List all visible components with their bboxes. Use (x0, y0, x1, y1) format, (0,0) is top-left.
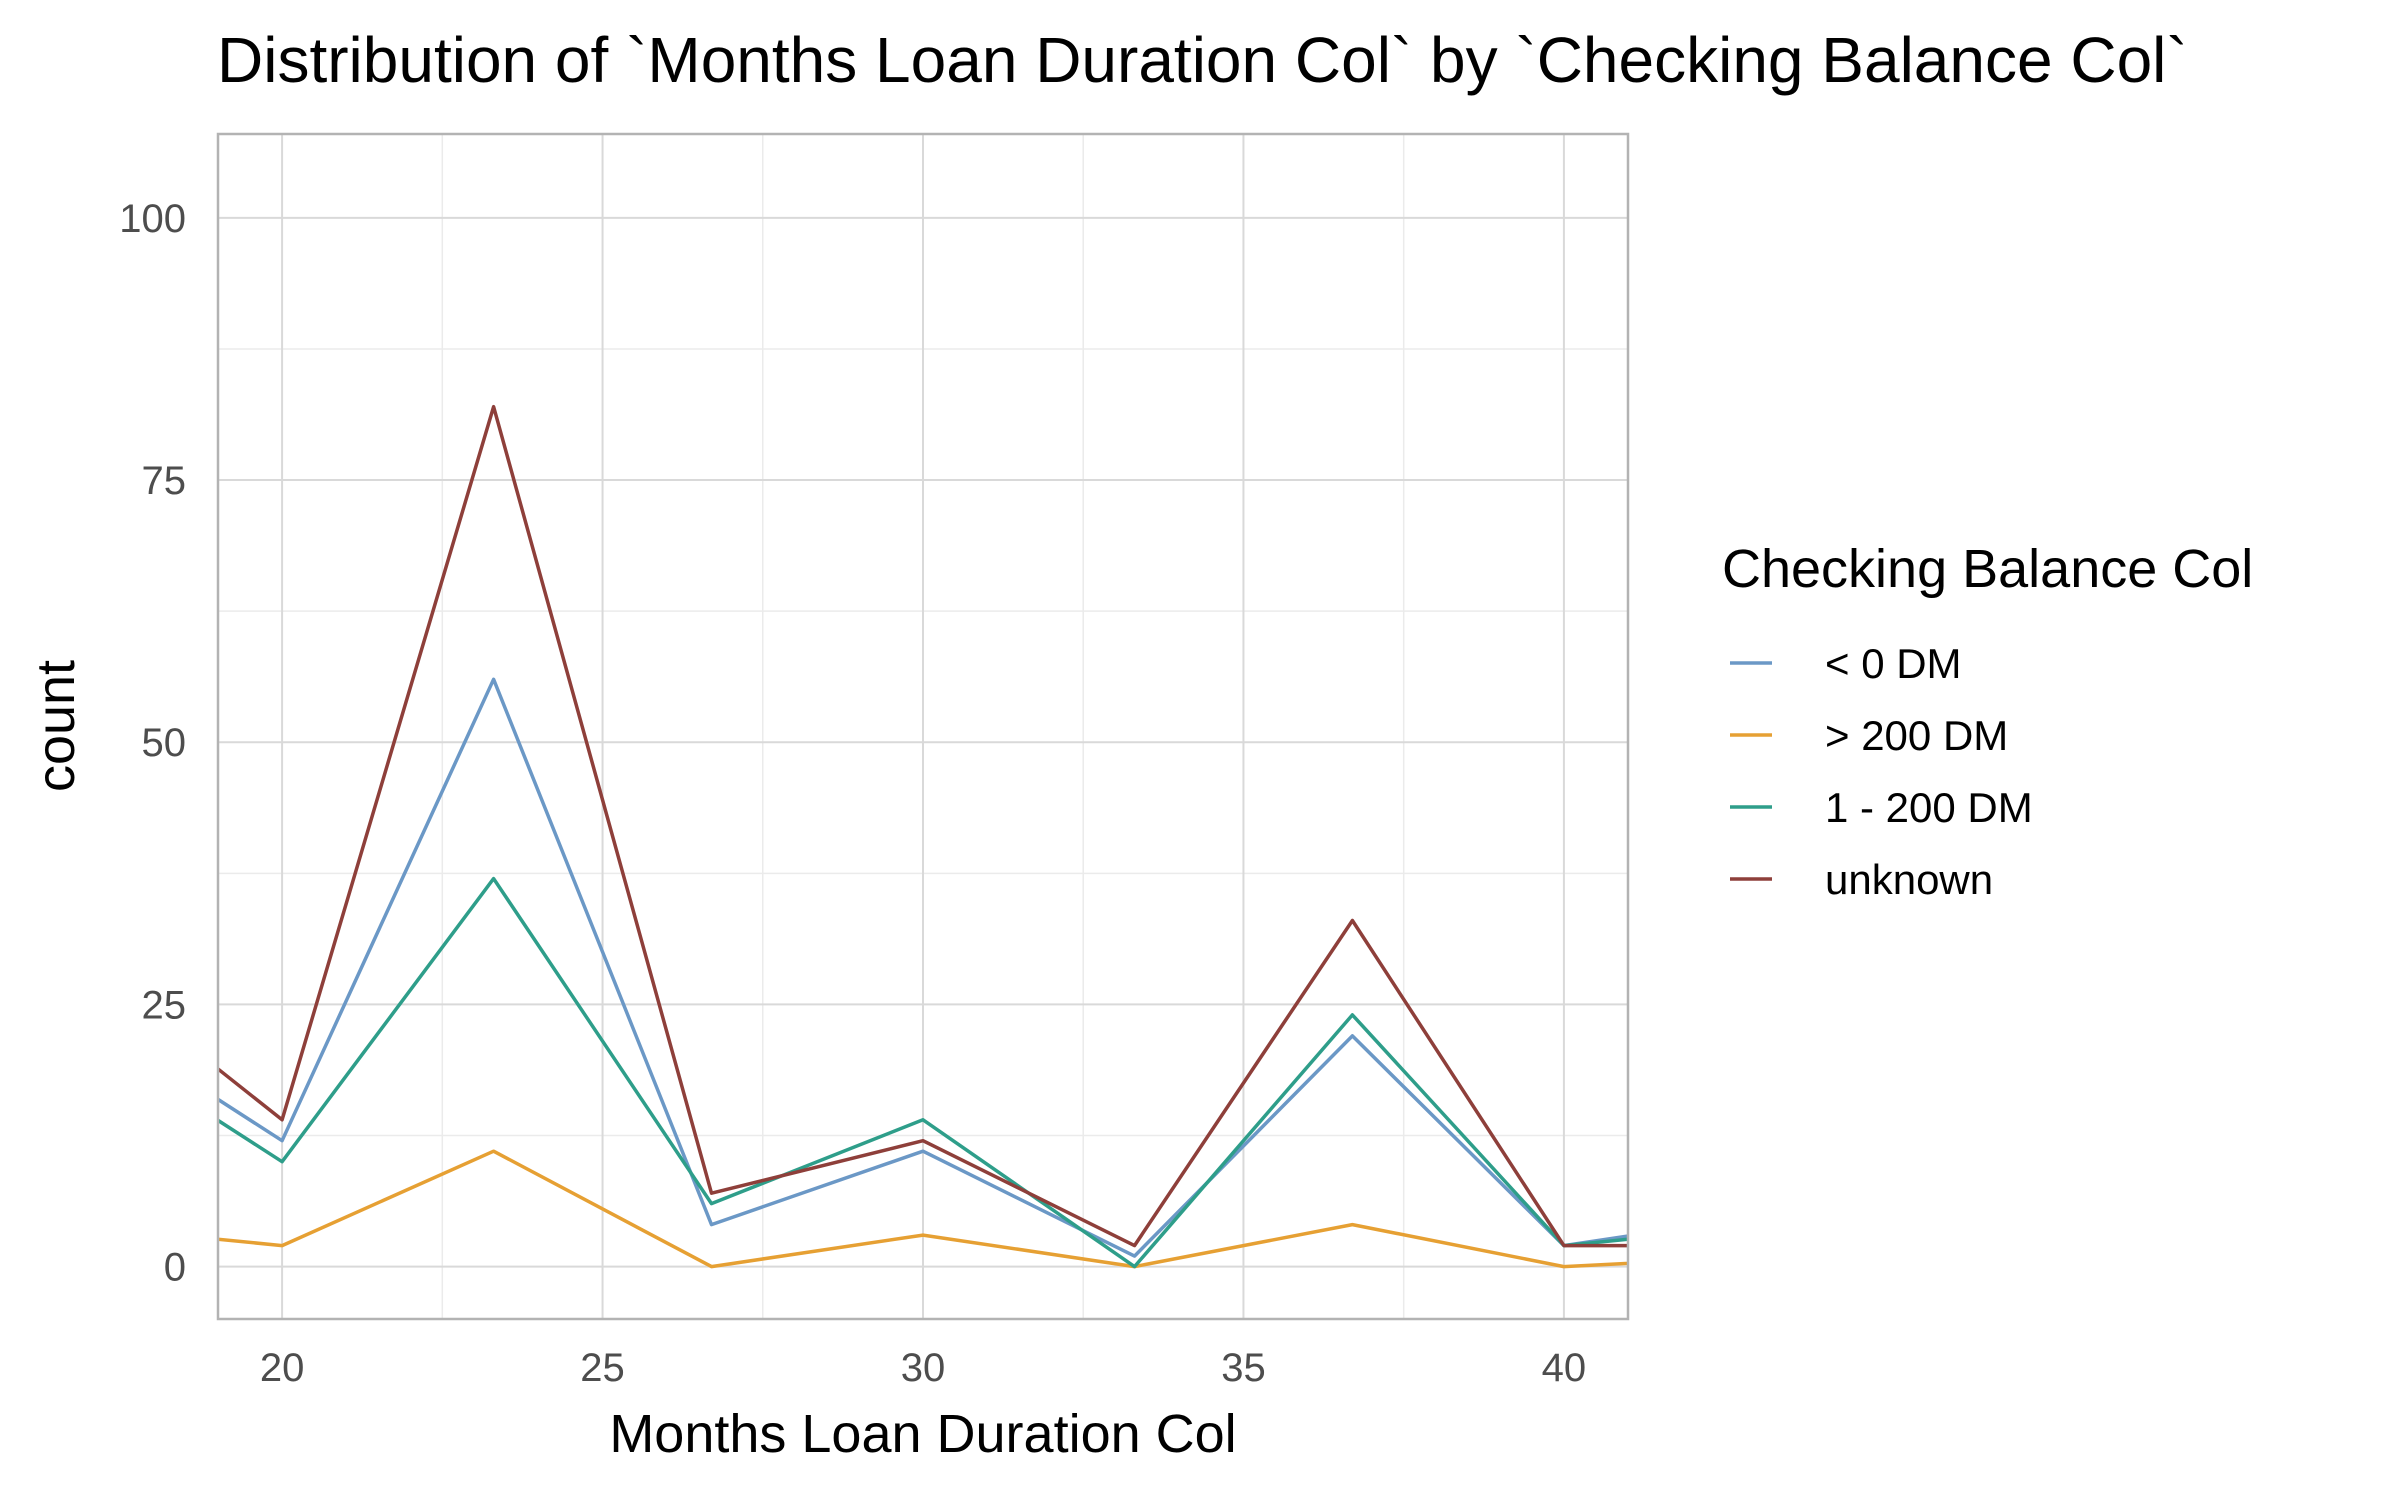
plot-panel (216, 132, 1630, 1321)
x-tick-label: 40 (1542, 1346, 1587, 1390)
panel-border (216, 132, 1630, 1321)
y-tick-label: 100 (119, 197, 186, 241)
x-tick-label: 35 (1221, 1346, 1266, 1390)
legend: Checking Balance Col < 0 DM > 200 DM 1 - 2… (1722, 539, 2253, 903)
series-lines (218, 404, 1628, 1269)
legend-label: 1 - 200 DM (1825, 784, 2033, 831)
x-tick-label: 20 (260, 1346, 305, 1390)
y-tick-label: 75 (142, 459, 187, 503)
y-tick-label: 50 (142, 721, 187, 765)
y-axis-title: count (26, 660, 86, 792)
series-line (218, 677, 1628, 1258)
x-axis-title: Months Loan Duration Col (609, 1404, 1236, 1464)
legend-items: < 0 DM > 200 DM 1 - 200 DM unknown (1730, 640, 2033, 903)
series-line (218, 876, 1628, 1269)
y-tick-label: 0 (164, 1246, 186, 1290)
legend-label: < 0 DM (1825, 640, 1962, 687)
series-line (218, 1149, 1628, 1269)
x-axis: 20 25 30 35 40 (260, 1346, 1586, 1390)
y-axis: 0 25 50 75 100 (119, 197, 186, 1290)
x-tick-label: 30 (901, 1346, 946, 1390)
legend-label: unknown (1825, 856, 1993, 903)
legend-title: Checking Balance Col (1722, 539, 2253, 599)
x-tick-label: 25 (580, 1346, 625, 1390)
legend-label: > 200 DM (1825, 712, 2008, 759)
y-tick-label: 25 (142, 983, 187, 1027)
chart-title: Distribution of `Months Loan Duration Co… (217, 24, 2188, 96)
series-line (218, 404, 1628, 1248)
